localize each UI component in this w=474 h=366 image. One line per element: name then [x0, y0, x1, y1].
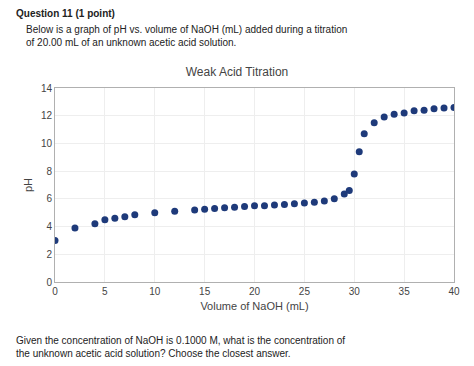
svg-text:25: 25 — [299, 286, 311, 297]
svg-text:0: 0 — [46, 277, 52, 288]
svg-text:10: 10 — [41, 138, 53, 149]
svg-text:Below is a graph of pH vs. vol: Below is a graph of pH vs. volume of NaO… — [26, 24, 347, 48]
svg-text:15: 15 — [199, 286, 211, 297]
svg-text:6: 6 — [46, 193, 52, 204]
svg-text:Volume of NaOH (mL): Volume of NaOH (mL) — [200, 300, 308, 312]
svg-text:40: 40 — [448, 286, 460, 297]
svg-text:14: 14 — [41, 83, 53, 94]
svg-text:Weak Acid Titration: Weak Acid Titration — [186, 65, 289, 79]
svg-text:0: 0 — [52, 286, 58, 297]
svg-text:30: 30 — [349, 286, 361, 297]
svg-text:2: 2 — [46, 249, 52, 260]
svg-text:4: 4 — [46, 221, 52, 232]
svg-text:12: 12 — [41, 110, 53, 121]
svg-text:pH: pH — [22, 178, 34, 192]
svg-text:5: 5 — [102, 286, 108, 297]
svg-text:20: 20 — [249, 286, 261, 297]
svg-text:10: 10 — [149, 286, 161, 297]
svg-text:Given the concentration of NaO: Given the concentration of NaOH is 0.100… — [16, 335, 345, 359]
svg-text:Question 11 (1 point): Question 11 (1 point) — [16, 8, 115, 19]
svg-text:8: 8 — [46, 166, 52, 177]
svg-text:35: 35 — [399, 286, 411, 297]
